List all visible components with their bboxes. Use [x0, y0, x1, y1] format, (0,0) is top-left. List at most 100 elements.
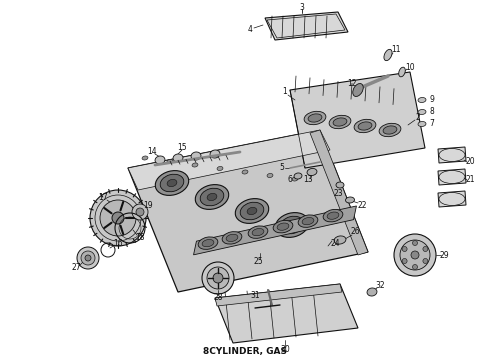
Ellipse shape [418, 109, 426, 114]
Polygon shape [265, 12, 348, 40]
Polygon shape [128, 130, 368, 292]
Ellipse shape [304, 111, 326, 125]
Ellipse shape [248, 226, 268, 238]
Ellipse shape [142, 156, 148, 160]
Ellipse shape [100, 200, 136, 236]
Ellipse shape [418, 121, 426, 126]
Ellipse shape [155, 171, 189, 195]
Polygon shape [194, 206, 356, 255]
Ellipse shape [327, 212, 339, 219]
Text: 2: 2 [416, 113, 420, 122]
Text: 11: 11 [391, 45, 401, 54]
Text: 32: 32 [375, 282, 385, 291]
Ellipse shape [235, 199, 269, 224]
Ellipse shape [222, 231, 242, 244]
Ellipse shape [167, 179, 177, 186]
Ellipse shape [112, 212, 124, 224]
Ellipse shape [196, 185, 229, 210]
Text: 28: 28 [213, 293, 223, 302]
Ellipse shape [213, 273, 223, 283]
Ellipse shape [394, 234, 436, 276]
Text: 29: 29 [439, 251, 449, 260]
Polygon shape [438, 147, 466, 163]
Ellipse shape [240, 202, 264, 220]
Ellipse shape [277, 223, 289, 230]
Ellipse shape [273, 220, 293, 233]
Polygon shape [310, 130, 368, 255]
Ellipse shape [367, 288, 377, 296]
Text: 22: 22 [357, 201, 367, 210]
Polygon shape [438, 169, 466, 185]
Ellipse shape [136, 208, 144, 216]
Ellipse shape [399, 67, 405, 77]
Text: 8CYLINDER, GAS: 8CYLINDER, GAS [203, 347, 287, 356]
Ellipse shape [207, 267, 229, 289]
Polygon shape [438, 191, 466, 207]
Text: 19: 19 [143, 201, 153, 210]
Ellipse shape [402, 258, 407, 264]
Ellipse shape [402, 247, 407, 252]
Text: 6: 6 [288, 175, 293, 184]
Polygon shape [290, 72, 425, 168]
Ellipse shape [384, 49, 392, 60]
Text: 23: 23 [333, 189, 343, 198]
Ellipse shape [329, 115, 351, 129]
Text: 1: 1 [283, 87, 287, 96]
Ellipse shape [192, 163, 198, 167]
Ellipse shape [160, 174, 184, 192]
Text: 26: 26 [350, 228, 360, 237]
Ellipse shape [423, 247, 428, 252]
Ellipse shape [418, 98, 426, 103]
Text: 7: 7 [430, 120, 435, 129]
Text: 16: 16 [113, 238, 123, 248]
Ellipse shape [302, 217, 314, 225]
Ellipse shape [334, 236, 346, 244]
Ellipse shape [77, 247, 99, 269]
Ellipse shape [336, 182, 344, 188]
Ellipse shape [358, 122, 372, 130]
Ellipse shape [323, 210, 343, 222]
Ellipse shape [413, 240, 417, 246]
Ellipse shape [132, 204, 148, 220]
Polygon shape [215, 284, 342, 306]
Ellipse shape [379, 123, 401, 137]
Text: 9: 9 [430, 95, 435, 104]
Ellipse shape [345, 197, 354, 203]
Ellipse shape [90, 190, 146, 246]
Text: 27: 27 [71, 264, 81, 273]
Ellipse shape [353, 84, 363, 96]
Text: 15: 15 [177, 144, 187, 153]
Ellipse shape [287, 221, 297, 229]
Ellipse shape [217, 166, 223, 171]
Text: 21: 21 [465, 175, 475, 184]
Ellipse shape [267, 174, 273, 177]
Ellipse shape [207, 193, 217, 201]
Text: 10: 10 [405, 63, 415, 72]
Ellipse shape [411, 251, 419, 259]
Ellipse shape [242, 170, 248, 174]
Ellipse shape [191, 152, 201, 160]
Text: 14: 14 [147, 148, 157, 157]
Ellipse shape [292, 177, 298, 181]
Text: 8: 8 [430, 108, 434, 117]
Ellipse shape [252, 229, 264, 236]
Text: 4: 4 [247, 24, 252, 33]
Ellipse shape [423, 258, 428, 264]
Ellipse shape [202, 262, 234, 294]
Ellipse shape [354, 119, 376, 133]
Ellipse shape [173, 154, 183, 162]
Text: 30: 30 [280, 346, 290, 355]
Ellipse shape [198, 237, 218, 249]
Ellipse shape [307, 168, 317, 176]
Ellipse shape [383, 126, 397, 134]
Text: 13: 13 [303, 175, 313, 184]
Ellipse shape [167, 159, 173, 163]
Ellipse shape [200, 188, 224, 206]
Ellipse shape [247, 207, 257, 215]
Polygon shape [215, 284, 358, 343]
Ellipse shape [275, 213, 309, 237]
Text: 24: 24 [330, 238, 340, 248]
Ellipse shape [210, 150, 220, 158]
Text: 25: 25 [253, 257, 263, 266]
Ellipse shape [81, 251, 95, 265]
